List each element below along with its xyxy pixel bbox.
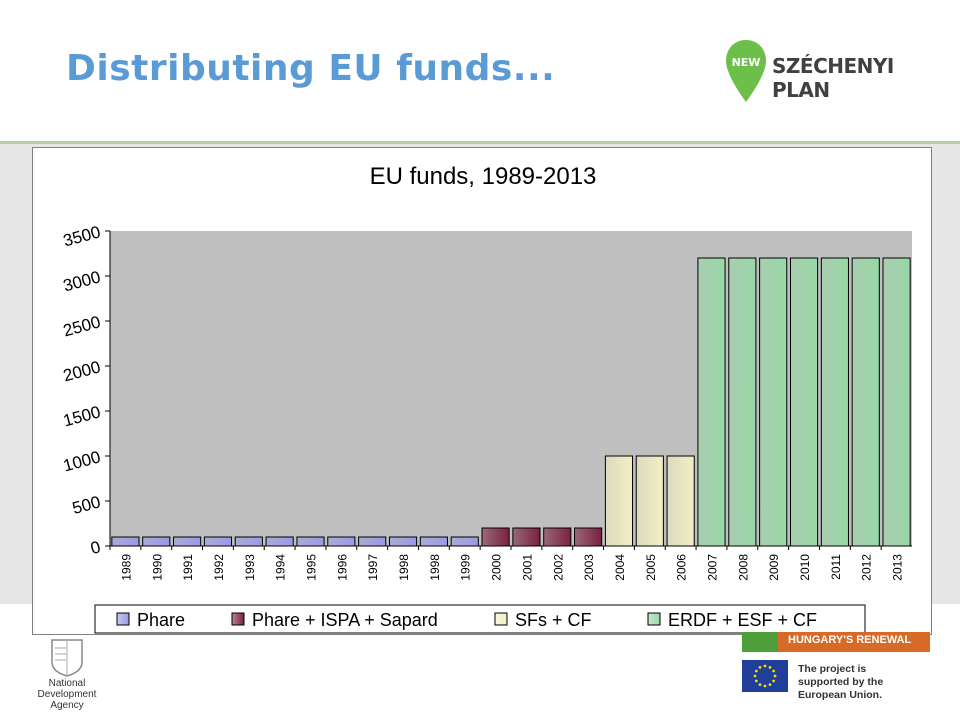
bar bbox=[173, 536, 202, 547]
x-tick-label: 2011 bbox=[829, 554, 843, 580]
hungary-renewal-banner: HUNGARY'S RENEWAL bbox=[742, 632, 930, 652]
eu-flag-icon bbox=[742, 660, 788, 692]
eu-star bbox=[768, 665, 772, 669]
eu-star bbox=[768, 683, 772, 687]
map-pin-icon: NEW bbox=[726, 40, 766, 102]
bar bbox=[450, 536, 479, 547]
x-tick-label: 1994 bbox=[274, 554, 288, 581]
bar bbox=[234, 536, 263, 547]
x-tick-label: 2004 bbox=[613, 554, 627, 581]
x-tick-label: 1992 bbox=[212, 554, 226, 581]
y-tick-label: 2000 bbox=[61, 357, 102, 385]
y-tick-label: 2500 bbox=[61, 312, 102, 340]
eu-star bbox=[773, 674, 777, 678]
renewal-label: HUNGARY'S RENEWAL bbox=[788, 634, 912, 646]
x-tick-label: 2001 bbox=[520, 554, 534, 581]
bar bbox=[604, 455, 634, 547]
x-tick-label: 1993 bbox=[243, 554, 257, 581]
x-tick-label: 1995 bbox=[305, 554, 319, 581]
x-tick-label: 2000 bbox=[490, 554, 504, 581]
eu-star bbox=[763, 684, 767, 688]
legend-label: Phare + ISPA + Sapard bbox=[252, 610, 438, 630]
legend-label: SFs + CF bbox=[515, 610, 592, 630]
bar bbox=[759, 257, 788, 547]
flag-icon bbox=[742, 632, 778, 652]
legend-swatch bbox=[116, 612, 130, 626]
eu-star bbox=[753, 674, 757, 678]
eu-star bbox=[763, 664, 767, 668]
bar bbox=[419, 536, 448, 547]
y-tick-label: 1000 bbox=[61, 447, 102, 475]
bar bbox=[635, 455, 664, 547]
x-tick-label: 1998 bbox=[428, 554, 442, 581]
x-tick-label: 1998 bbox=[397, 554, 411, 581]
eu-star bbox=[758, 683, 762, 687]
eu-star bbox=[758, 665, 762, 669]
bar bbox=[789, 257, 819, 547]
bar bbox=[728, 257, 757, 547]
eu-star bbox=[754, 669, 758, 673]
bar bbox=[265, 536, 294, 547]
legend-box bbox=[94, 604, 866, 634]
x-tick-label: 1999 bbox=[459, 554, 473, 581]
x-tick-label: 2009 bbox=[767, 554, 781, 581]
x-tick-label: 2008 bbox=[736, 554, 750, 581]
x-tick-label: 2012 bbox=[860, 554, 874, 581]
bar bbox=[388, 536, 418, 547]
legend-swatch bbox=[647, 612, 661, 626]
brand-name: SZÉCHENYI PLAN bbox=[772, 54, 894, 102]
legend-swatch bbox=[494, 612, 508, 626]
bar bbox=[697, 257, 726, 547]
bar bbox=[851, 257, 880, 547]
legend-label: ERDF + ESF + CF bbox=[668, 610, 817, 630]
bar bbox=[358, 536, 387, 547]
bar bbox=[481, 527, 510, 547]
legend-swatch bbox=[231, 612, 245, 626]
y-tick-label: 500 bbox=[70, 492, 102, 518]
bar bbox=[574, 527, 603, 547]
bar bbox=[296, 536, 325, 547]
bar bbox=[203, 536, 233, 547]
x-tick-label: 1997 bbox=[366, 554, 380, 581]
x-tick-label: 2002 bbox=[551, 554, 565, 581]
bar bbox=[142, 536, 171, 547]
x-tick-label: 2010 bbox=[798, 554, 812, 581]
x-tick-label: 1990 bbox=[150, 554, 164, 581]
page-title: Distributing EU funds... bbox=[66, 48, 556, 89]
y-tick-label: 3500 bbox=[61, 222, 102, 250]
y-tick-label: 3000 bbox=[61, 267, 102, 295]
chart-title: EU funds, 1989-2013 bbox=[370, 163, 597, 190]
eu-star bbox=[772, 679, 776, 683]
bar bbox=[111, 536, 140, 547]
bar bbox=[543, 527, 572, 547]
eu-star bbox=[772, 669, 776, 673]
x-tick-label: 2007 bbox=[706, 554, 720, 581]
bar bbox=[327, 536, 356, 547]
x-tick-label: 1991 bbox=[181, 554, 195, 581]
x-tick-label: 2006 bbox=[675, 554, 689, 581]
bar-chart: EU funds, 1989-2013 0 500 1000 1500 2000 2500… bbox=[61, 163, 912, 634]
bar bbox=[820, 257, 849, 547]
coat-of-arms-icon bbox=[51, 639, 83, 677]
header-rule bbox=[0, 141, 960, 144]
y-tick-label: 0 bbox=[89, 537, 103, 558]
x-tick-label: 1989 bbox=[119, 554, 133, 581]
bar bbox=[512, 527, 541, 547]
eu-support-text: The project is supported by the European… bbox=[798, 663, 884, 701]
brand-logo: NEW SZÉCHENYI PLAN bbox=[722, 38, 922, 104]
brand-new-label: NEW bbox=[732, 56, 761, 69]
bar bbox=[666, 455, 695, 547]
bar bbox=[882, 257, 911, 547]
x-tick-label: 1996 bbox=[335, 554, 349, 581]
nda-label: National Development Agency bbox=[37, 678, 97, 711]
eu-star bbox=[754, 679, 758, 683]
y-tick-label: 1500 bbox=[61, 402, 102, 430]
nda-logo: National Development Agency bbox=[22, 636, 112, 716]
legend-label: Phare bbox=[137, 610, 185, 630]
x-tick-label: 2003 bbox=[582, 554, 596, 581]
chart-frame: EU funds, 1989-2013 0 500 1000 1500 2000 2500… bbox=[32, 147, 932, 635]
x-tick-label: 2013 bbox=[891, 554, 905, 581]
x-tick-label: 2005 bbox=[644, 554, 658, 581]
